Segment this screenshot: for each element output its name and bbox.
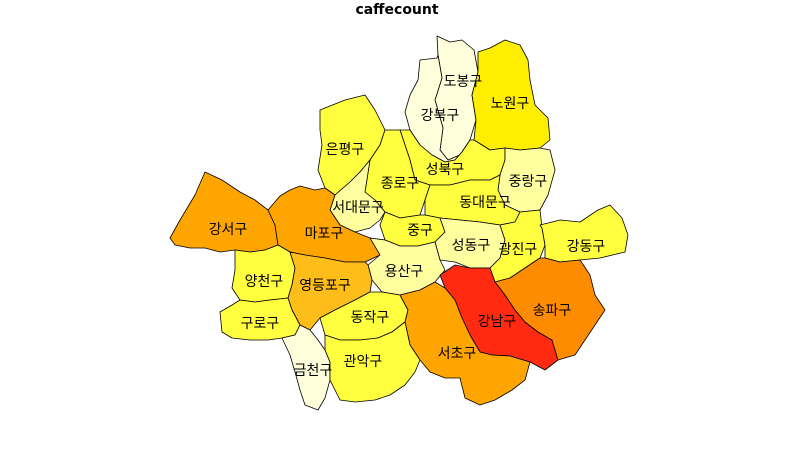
district-label-jungnang: 중랑구	[509, 174, 548, 190]
district-label-seocho: 서초구	[438, 346, 477, 362]
district-label-gwangjin: 광진구	[499, 242, 538, 258]
district-label-gangnam: 강남구	[478, 314, 517, 330]
district-label-eunpyeong: 은평구	[326, 142, 365, 158]
district-label-junggu: 중구	[407, 223, 433, 239]
district-gangdong	[539, 204, 629, 263]
district-label-gwanak: 관악구	[344, 354, 383, 370]
district-label-jongno: 종로구	[381, 176, 420, 192]
district-label-seongdong: 성동구	[452, 238, 491, 254]
district-gangseo	[169, 171, 279, 253]
district-label-geumcheon: 금천구	[294, 363, 333, 379]
district-label-mapo: 마포구	[305, 226, 344, 242]
district-songpa	[494, 257, 606, 361]
district-label-songpa: 송파구	[533, 303, 572, 319]
district-label-gangdong: 강동구	[567, 239, 606, 255]
district-label-yangcheon: 양천구	[245, 274, 284, 290]
district-label-dongdaemun: 동대문구	[459, 195, 511, 211]
district-label-yeongdeungpo: 영등포구	[299, 278, 351, 294]
district-label-seodaemun: 서대문구	[332, 200, 384, 216]
district-label-gangseo: 강서구	[209, 222, 248, 238]
district-label-guro: 구로구	[241, 316, 280, 332]
district-label-nowon: 노원구	[491, 96, 530, 112]
district-label-seongbuk: 성북구	[426, 162, 465, 178]
district-gwanak	[324, 321, 421, 403]
district-layer	[169, 35, 629, 411]
district-label-yongsan: 용산구	[385, 264, 424, 280]
map-title: caffecount	[355, 2, 439, 18]
district-nowon	[471, 39, 551, 151]
district-label-dobong: 도봉구	[444, 74, 483, 90]
district-label-gangbuk: 강북구	[421, 108, 460, 124]
district-label-dongjak: 동작구	[351, 310, 390, 326]
